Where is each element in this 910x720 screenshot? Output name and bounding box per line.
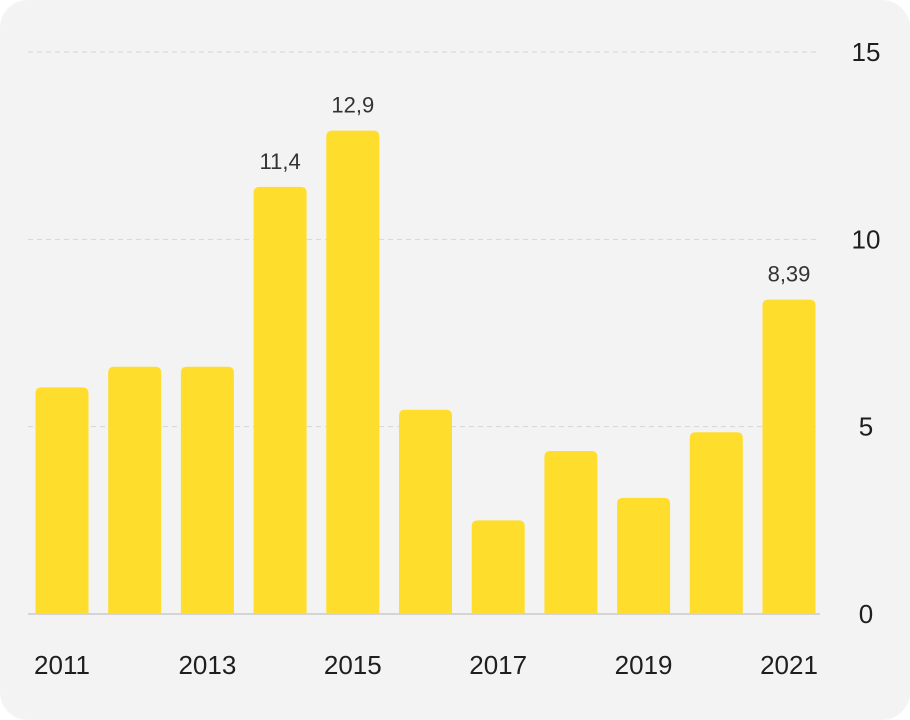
x-axis-ticks: 2011 2013 2015 2017 2019 2021 [34,650,818,680]
data-label-layer: 11,4 12,9 8,39 [260,93,811,287]
y-tick-label: 0 [859,599,873,629]
bar-2013 [180,366,234,614]
bar-2012 [108,366,162,614]
data-label-2021: 8,39 [768,262,811,287]
bar-2014 [253,186,307,614]
x-tick-label: 2013 [178,650,236,680]
y-tick-label: 15 [852,37,881,67]
bar-2018 [544,451,598,614]
bar-layer [35,130,816,614]
bar-2017 [471,520,525,614]
bar-2020 [689,432,743,614]
bar-2015 [326,130,380,614]
bar-2019 [617,497,671,614]
x-tick-label: 2017 [469,650,527,680]
bar-2021 [762,299,816,614]
bar-2016 [399,409,452,614]
x-tick-label: 2019 [615,650,673,680]
y-tick-label: 10 [852,224,881,254]
data-label-2014: 11,4 [260,149,301,174]
y-tick-label: 5 [859,412,873,442]
data-label-2015: 12,9 [331,93,374,118]
y-axis-ticks: 0 5 10 15 [852,37,881,629]
x-tick-label: 2011 [34,650,90,680]
x-tick-label: 2021 [760,650,818,680]
bar-2011 [35,387,89,614]
x-tick-label: 2015 [324,650,382,680]
